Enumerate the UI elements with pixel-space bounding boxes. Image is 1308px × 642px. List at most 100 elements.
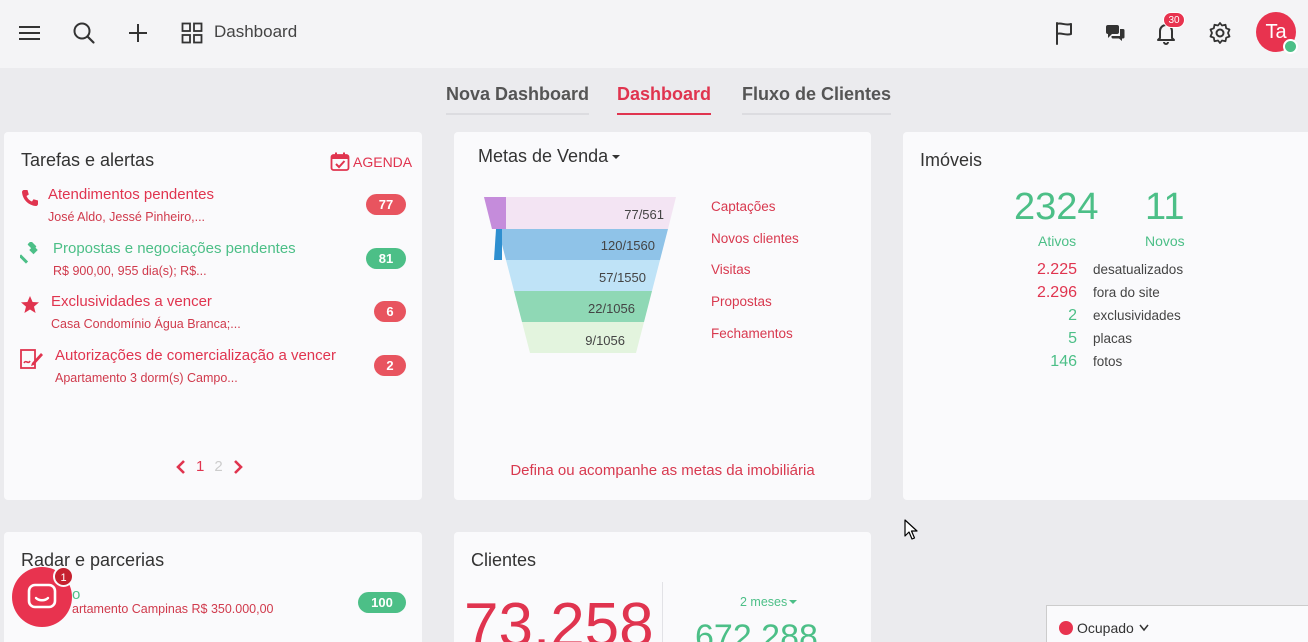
sales-funnel: 77/561 120/1560 57/1550 22/1056 9/1056 bbox=[484, 197, 676, 353]
stat-desatualizados-value[interactable]: 2.225 bbox=[1036, 261, 1077, 278]
metas-dropdown[interactable]: Metas de Venda bbox=[478, 146, 621, 167]
tab-nova-dashboard[interactable]: Nova Dashboard bbox=[446, 84, 590, 115]
add-icon[interactable] bbox=[124, 19, 152, 47]
count-badge: 77 bbox=[366, 194, 406, 215]
agenda-label: AGENDA bbox=[353, 154, 413, 170]
stat-exclusividades-label: exclusividades bbox=[1093, 308, 1181, 323]
task-sub: José Aldo, Jessé Pinheiro,... bbox=[48, 210, 206, 224]
funnel-label-novos-clientes[interactable]: Novos clientes bbox=[711, 231, 799, 246]
task-label: Propostas e negociações pendentes bbox=[53, 240, 296, 257]
funnel-value-fechamentos: 9/1056 bbox=[585, 333, 625, 348]
agenda-link[interactable]: AGENDA bbox=[330, 152, 412, 172]
novos-count[interactable]: 11 bbox=[1145, 186, 1185, 228]
caret-down-icon bbox=[789, 600, 798, 604]
funnel-progress-captacoes bbox=[484, 197, 506, 229]
menu-icon[interactable] bbox=[16, 19, 44, 47]
caret-down-icon bbox=[612, 154, 621, 159]
funnel-bar-propostas[interactable] bbox=[514, 291, 652, 322]
funnel-label-fechamentos[interactable]: Fechamentos bbox=[711, 326, 793, 341]
task-label: Exclusividades a vencer bbox=[51, 293, 212, 310]
ativos-label: Ativos bbox=[1038, 233, 1077, 249]
stat-fora-do-site-value[interactable]: 2.296 bbox=[1036, 284, 1077, 301]
funnel-label-captacoes[interactable]: Captações bbox=[711, 199, 776, 214]
dashboard-tabs: Nova Dashboard Dashboard Fluxo de Client… bbox=[0, 84, 1308, 120]
mouse-cursor-icon bbox=[904, 519, 918, 540]
stat-placas-value[interactable]: 5 bbox=[1068, 330, 1077, 347]
count-badge: 81 bbox=[366, 248, 406, 269]
funnel-bar-visitas[interactable] bbox=[506, 260, 660, 291]
gavel-icon bbox=[18, 241, 42, 264]
radar-item-label: o bbox=[72, 586, 81, 603]
novos-label: Novos bbox=[1145, 233, 1185, 249]
task-label: Atendimentos pendentes bbox=[48, 186, 214, 203]
calendar-check-icon bbox=[330, 152, 350, 171]
radar-item-sub: artamento Campinas R$ 350.000,00 bbox=[72, 602, 274, 616]
signature-icon bbox=[20, 349, 43, 369]
chevron-right-icon[interactable] bbox=[233, 459, 243, 474]
funnel-bar-captacoes[interactable] bbox=[484, 197, 676, 229]
pagination: 1 2 bbox=[176, 458, 243, 475]
tab-dashboard[interactable]: Dashboard bbox=[617, 84, 712, 115]
dashboard-grid-icon[interactable] bbox=[178, 19, 206, 47]
funnel-value-novos-clientes: 120/1560 bbox=[601, 238, 655, 253]
period-label: 2 meses bbox=[740, 595, 788, 609]
status-dot bbox=[1059, 621, 1073, 635]
tarefas-title: Tarefas e alertas bbox=[21, 150, 155, 170]
clientes-big-value[interactable]: 73.258 bbox=[464, 591, 654, 642]
task-sub: Casa Condomínio Água Branca;... bbox=[51, 317, 241, 331]
online-status-dot bbox=[1283, 39, 1298, 54]
page-title: Dashboard bbox=[214, 22, 298, 41]
count-badge: 6 bbox=[374, 301, 406, 322]
funnel-progress-novos-clientes bbox=[494, 229, 502, 260]
chat-bubbles-icon[interactable] bbox=[1101, 19, 1129, 47]
imoveis-card: Imóveis 2324 Ativos 11 Novos 2.225 desat… bbox=[903, 132, 1308, 500]
clientes-divider bbox=[662, 582, 663, 642]
page-1[interactable]: 1 bbox=[196, 458, 205, 475]
metas-footer-link[interactable]: Defina ou acompanhe as metas da imobiliá… bbox=[510, 462, 815, 479]
period-dropdown[interactable]: 2 meses bbox=[740, 595, 798, 609]
phone-icon bbox=[20, 188, 42, 208]
stat-placas-label: placas bbox=[1093, 331, 1133, 346]
chevron-down-icon bbox=[1139, 624, 1149, 632]
tab-fluxo-de-clientes[interactable]: Fluxo de Clientes bbox=[742, 84, 892, 115]
radar-card: Radar e parcerias o artamento Campinas R… bbox=[4, 532, 422, 642]
gear-icon[interactable] bbox=[1206, 19, 1234, 47]
radar-count-badge: 100 bbox=[358, 592, 406, 613]
notification-badge: 30 bbox=[1163, 12, 1185, 28]
chat-icon bbox=[27, 583, 57, 609]
clientes-second-value[interactable]: 672.288 bbox=[695, 618, 818, 642]
metas-title: Metas de Venda bbox=[478, 146, 609, 166]
ativos-count[interactable]: 2324 bbox=[1014, 186, 1099, 228]
star-icon bbox=[20, 295, 42, 315]
search-icon[interactable] bbox=[70, 19, 98, 47]
stat-fotos-value[interactable]: 146 bbox=[1050, 353, 1077, 370]
flag-icon[interactable] bbox=[1050, 19, 1078, 47]
clientes-title: Clientes bbox=[471, 550, 537, 570]
funnel-bar-novos-clientes[interactable] bbox=[498, 229, 668, 260]
task-label: Autorizações de comercialização a vencer bbox=[55, 347, 336, 364]
task-sub: Apartamento 3 dorm(s) Campo... bbox=[55, 371, 238, 385]
funnel-label-visitas[interactable]: Visitas bbox=[711, 262, 751, 277]
page-2[interactable]: 2 bbox=[214, 458, 223, 475]
clientes-card: Clientes 73.258 2 meses 672.288 bbox=[454, 532, 871, 642]
count-badge: 2 bbox=[374, 355, 406, 376]
stat-exclusividades-value[interactable]: 2 bbox=[1068, 307, 1077, 324]
stat-fora-do-site-label: fora do site bbox=[1093, 285, 1160, 300]
metas-card: Metas de Venda 77/561 120/1560 57/1550 2… bbox=[454, 132, 871, 500]
funnel-value-visitas: 57/1550 bbox=[599, 270, 646, 285]
top-bar: Dashboard 30 Ta bbox=[0, 0, 1308, 68]
task-sub: R$ 900,00, 955 dia(s); R$... bbox=[53, 264, 207, 278]
status-selector[interactable]: Ocupado bbox=[1046, 605, 1308, 642]
imoveis-title: Imóveis bbox=[920, 150, 983, 170]
chevron-left-icon[interactable] bbox=[176, 459, 186, 474]
status-label: Ocupado bbox=[1077, 620, 1134, 636]
funnel-bar-fechamentos[interactable] bbox=[522, 322, 644, 353]
funnel-value-captacoes: 77/561 bbox=[624, 207, 664, 222]
chat-unread-badge: 1 bbox=[53, 566, 74, 587]
funnel-value-propostas: 22/1056 bbox=[588, 301, 635, 316]
radar-item[interactable]: o artamento Campinas R$ 350.000,00 100 bbox=[20, 586, 406, 626]
stat-desatualizados-label: desatualizados bbox=[1093, 262, 1184, 277]
stat-fotos-label: fotos bbox=[1093, 354, 1123, 369]
tarefas-card: Tarefas e alertas AGENDA Atendimentos pe… bbox=[4, 132, 422, 500]
funnel-label-propostas[interactable]: Propostas bbox=[711, 294, 772, 309]
